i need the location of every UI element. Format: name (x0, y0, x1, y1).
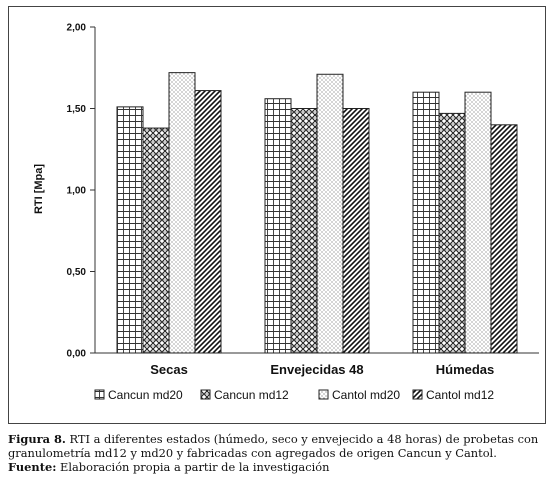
bar-cancun-md20 (116, 106, 144, 354)
x-category-label: Húmedas (436, 362, 495, 377)
bar-cancun-md20 (412, 91, 440, 354)
legend-swatch (200, 389, 211, 400)
y-ticks: 0,00 0,50 1,00 1,50 2,00 (67, 23, 95, 360)
chart-frame: 0,00 0,50 1,00 1,50 2,00 Secas Envejecidas 48… (8, 6, 546, 424)
legend-swatch (94, 389, 105, 400)
bar-cancun-md12 (142, 127, 170, 354)
figure-caption: Figura 8. RTI a diferentes estados (húme… (8, 432, 553, 474)
legend-label: Cantol md12 (426, 388, 494, 402)
legend-label: Cantol md20 (332, 388, 400, 402)
bar-cancun-md12 (438, 112, 466, 354)
legend: Cancun md20 Cancun md12 Cantol md20 Cantol … (94, 388, 494, 402)
legend-swatch (318, 389, 329, 400)
bar-cancun-md20 (264, 98, 292, 354)
y-tick-label: 1,50 (67, 104, 87, 115)
legend-label: Cancun md20 (108, 388, 183, 402)
legend-label: Cancun md12 (214, 388, 289, 402)
caption-text: RTI a diferentes estados (húmedo, seco y… (8, 432, 539, 460)
y-tick-label: 0,00 (67, 349, 87, 360)
x-category-label: Envejecidas 48 (270, 362, 363, 377)
source-label: Fuente: (8, 460, 57, 474)
y-axis-label: RTI [Mpa] (33, 164, 45, 214)
caption-label: Figura 8. (8, 432, 66, 446)
bar-cantol-md12 (490, 124, 518, 354)
y-tick-label: 0,50 (67, 267, 87, 278)
x-labels: Secas Envejecidas 48 Húmedas (150, 362, 494, 377)
x-category-label: Secas (150, 362, 188, 377)
y-tick-label: 2,00 (67, 23, 87, 34)
bar-cantol-md20 (316, 73, 344, 354)
bar-cancun-md12 (290, 108, 318, 354)
bar-cantol-md20 (464, 91, 492, 354)
bar-cantol-md12 (342, 108, 370, 354)
source-text: Elaboración propia a partir de la invest… (56, 460, 330, 474)
bar-chart: 0,00 0,50 1,00 1,50 2,00 Secas Envejecidas 48… (33, 23, 539, 402)
y-tick-label: 1,00 (67, 186, 87, 197)
bar-cantol-md20 (168, 72, 196, 354)
bar-cantol-md12 (194, 90, 222, 354)
legend-swatch (412, 389, 423, 400)
bars (116, 72, 518, 354)
